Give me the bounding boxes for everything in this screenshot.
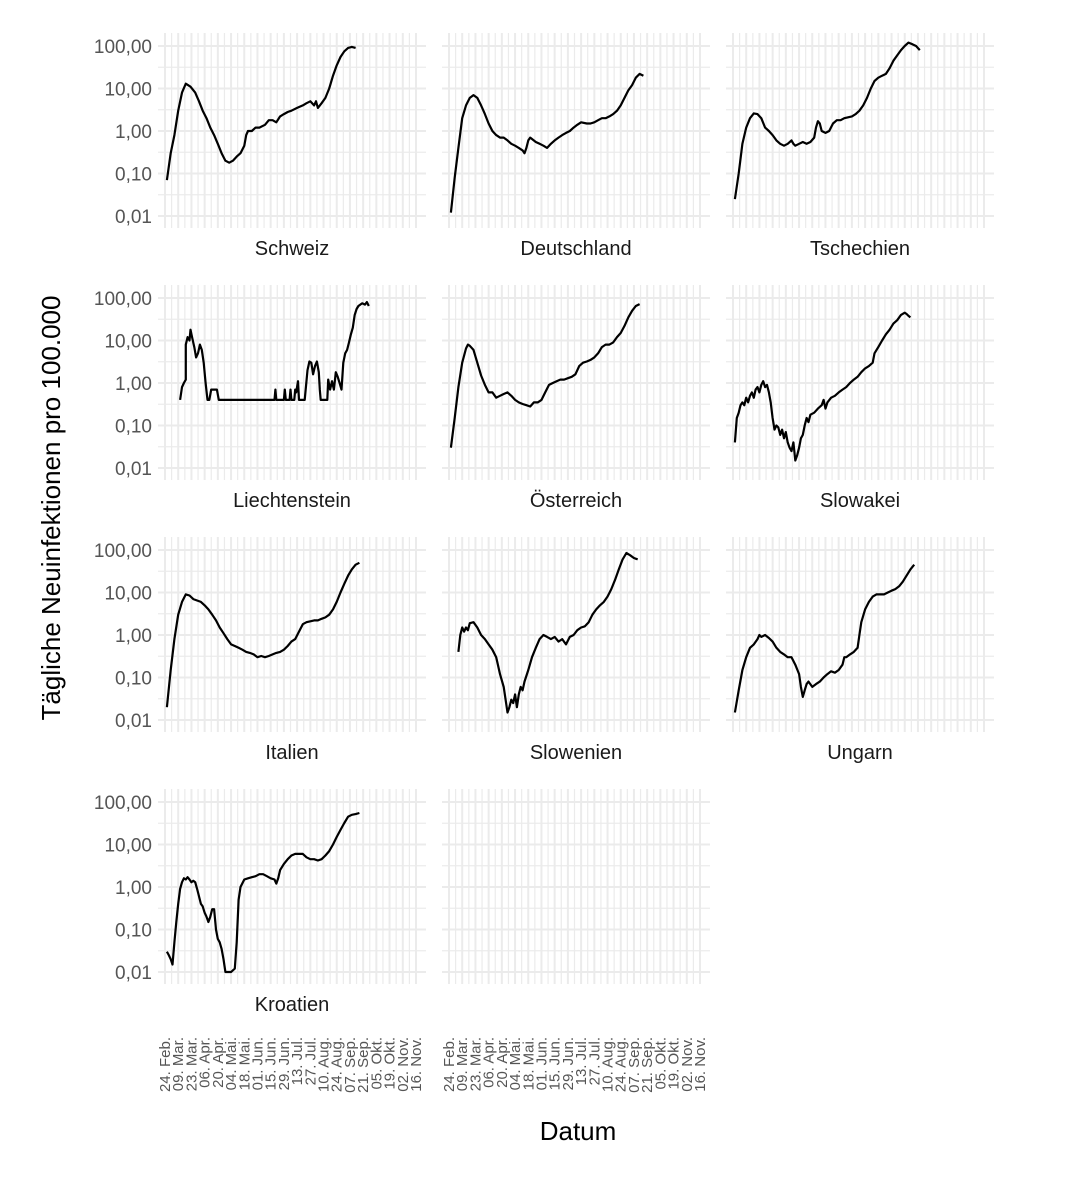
y-tick-label: 100,00	[94, 793, 152, 814]
x-tick-label: 23. Mar.	[467, 1037, 484, 1091]
x-tick-label: 07. Sep.	[626, 1037, 643, 1093]
y-tick-label: 1,00	[115, 374, 152, 395]
panel-empty	[442, 789, 710, 984]
panel-title: Österreich	[530, 490, 622, 512]
series-layer	[165, 41, 921, 974]
x-tick-label: 07. Sep.	[342, 1037, 359, 1093]
y-tick-label: 0,10	[115, 921, 152, 942]
series-line-deutschland	[449, 72, 644, 213]
x-tick-label: 10. Aug.	[316, 1037, 333, 1092]
panel-title: Slowenien	[530, 742, 622, 764]
panel-österreich	[442, 285, 710, 480]
panel-schweiz	[158, 33, 426, 228]
x-tick-label: 24. Aug.	[329, 1037, 346, 1092]
y-tick-label: 0,01	[115, 963, 152, 984]
x-tick-label: 23. Mar.	[183, 1037, 200, 1091]
x-tick-label: 18. Mai.	[236, 1037, 253, 1090]
x-tick-label: 13. Jul.	[573, 1037, 590, 1085]
x-tick-label: 05. Okt.	[652, 1037, 669, 1090]
x-tick-label: 04. Mai.	[223, 1037, 240, 1090]
panel-title: Ungarn	[827, 742, 893, 764]
panel-title: Liechtenstein	[233, 490, 351, 512]
y-tick-label: 0,10	[115, 165, 152, 186]
series-line-slowakei	[733, 311, 912, 462]
x-tick-label: 09. Mar.	[170, 1037, 187, 1091]
panel-slowenien	[442, 537, 710, 732]
y-tick-label: 0,01	[115, 459, 152, 480]
y-axis-title: Tägliche Neuinfektionen pro 100.000	[36, 296, 66, 721]
x-tick-label: 02. Nov.	[679, 1037, 696, 1092]
x-tick-label: 24. Feb.	[441, 1037, 458, 1092]
panel-deutschland	[442, 33, 710, 228]
panel-title: Kroatien	[255, 994, 330, 1016]
panel-ungarn	[726, 537, 994, 732]
series-line-tschechien	[733, 41, 921, 200]
x-tick-label: 20. Apr.	[210, 1037, 227, 1088]
x-tick-label: 15. Jun.	[263, 1037, 280, 1090]
x-tick-label: 16. Nov.	[408, 1037, 425, 1092]
y-tick-label: 1,00	[115, 878, 152, 899]
x-tick-label: 10. Aug.	[600, 1037, 617, 1092]
y-tick-label: 100,00	[94, 289, 152, 310]
x-tick-label: 01. Jun.	[250, 1037, 267, 1090]
x-tick-label: 27. Jul.	[586, 1037, 603, 1085]
x-axis-title: Datum	[540, 1116, 617, 1146]
series-line-ungarn	[733, 564, 916, 713]
series-line-liechtenstein	[179, 301, 370, 401]
panel-slowakei	[726, 285, 994, 480]
x-tick-label: 24. Feb.	[157, 1037, 174, 1092]
x-tick-label: 06. Apr.	[481, 1037, 498, 1088]
panel-title: Italien	[265, 742, 318, 764]
x-tick-label: 19. Okt.	[382, 1037, 399, 1090]
x-tick-label: 02. Nov.	[395, 1037, 412, 1092]
x-tick-label: 01. Jun.	[534, 1037, 551, 1090]
x-tick-label: 20. Apr.	[494, 1037, 511, 1088]
panel-title: Deutschland	[520, 238, 631, 260]
panel-kroatien	[158, 789, 426, 984]
x-tick-label: 09. Mar.	[454, 1037, 471, 1091]
panel-liechtenstein	[158, 285, 426, 480]
x-tick-label: 19. Okt.	[666, 1037, 683, 1090]
y-tick-label: 0,01	[115, 711, 152, 732]
x-tick-label: 13. Jul.	[289, 1037, 306, 1085]
y-tick-label: 10,00	[104, 80, 152, 101]
x-tick-label: 29. Jun.	[276, 1037, 293, 1090]
series-line-schweiz	[165, 45, 356, 181]
series-line-slowenien	[457, 551, 639, 714]
panel-tschechien	[726, 33, 994, 228]
grid-layer	[158, 33, 994, 984]
x-tick-label: 18. Mai.	[520, 1037, 537, 1090]
x-tick-label: 15. Jun.	[547, 1037, 564, 1090]
x-tick-label: 24. Aug.	[613, 1037, 630, 1092]
y-tick-label: 100,00	[94, 37, 152, 58]
x-tick-label: 16. Nov.	[692, 1037, 709, 1092]
panel-title: Slowakei	[820, 490, 900, 512]
panel-title: Tschechien	[810, 238, 910, 260]
y-tick-label: 10,00	[104, 836, 152, 857]
x-tick-label: 05. Okt.	[368, 1037, 385, 1090]
x-tick-label: 04. Mai.	[507, 1037, 524, 1090]
y-tick-label: 0,01	[115, 207, 152, 228]
y-tick-label: 100,00	[94, 541, 152, 562]
label-layer: 0,01 0,10 1,00 10,00 100,00 Schweiz Deutschlan…	[94, 37, 910, 1093]
x-tick-label: 29. Jun.	[560, 1037, 577, 1090]
x-tick-label: 27. Jul.	[302, 1037, 319, 1085]
y-tick-label: 1,00	[115, 122, 152, 143]
series-line-italien	[165, 561, 360, 708]
y-tick-label: 0,10	[115, 417, 152, 438]
y-tick-label: 1,00	[115, 626, 152, 647]
y-tick-label: 0,10	[115, 669, 152, 690]
x-tick-label: 21. Sep.	[355, 1037, 372, 1093]
series-line-österreich	[449, 303, 641, 448]
y-tick-label: 10,00	[104, 584, 152, 605]
x-tick-label: 21. Sep.	[639, 1037, 656, 1093]
panel-italien	[158, 537, 426, 732]
y-tick-label: 10,00	[104, 332, 152, 353]
panel-title: Schweiz	[255, 238, 329, 260]
series-line-kroatien	[165, 811, 360, 974]
x-tick-label: 06. Apr.	[197, 1037, 214, 1088]
